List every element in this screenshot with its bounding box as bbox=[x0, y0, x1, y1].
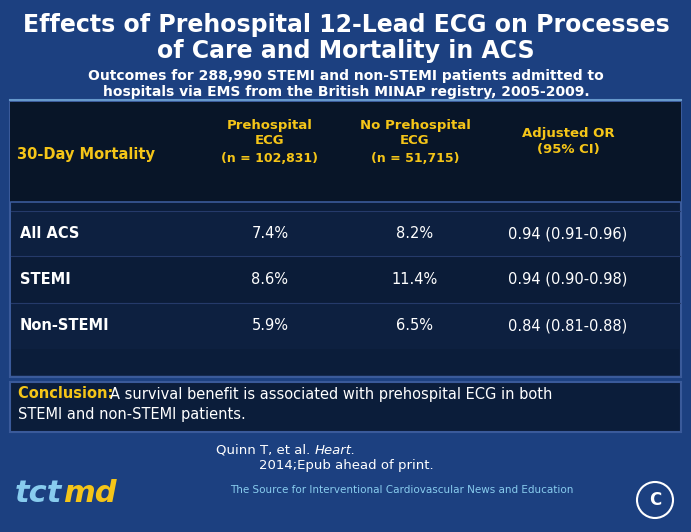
Bar bbox=[10, 102, 681, 377]
Text: Effects of Prehospital 12-Lead ECG on Processes: Effects of Prehospital 12-Lead ECG on Pr… bbox=[23, 13, 670, 37]
Text: ECG: ECG bbox=[400, 135, 430, 147]
Text: 30-Day Mortality: 30-Day Mortality bbox=[17, 146, 155, 162]
Text: 0.94 (0.91-0.96): 0.94 (0.91-0.96) bbox=[509, 227, 627, 242]
Text: 2014;Epub ahead of print.: 2014;Epub ahead of print. bbox=[258, 459, 433, 471]
Text: (95% CI): (95% CI) bbox=[537, 143, 599, 155]
Text: tct: tct bbox=[15, 479, 62, 509]
Text: STEMI and non-STEMI patients.: STEMI and non-STEMI patients. bbox=[18, 408, 246, 422]
Text: of Care and Mortality in ACS: of Care and Mortality in ACS bbox=[157, 39, 535, 63]
Text: The Source for Interventional Cardiovascular News and Education: The Source for Interventional Cardiovasc… bbox=[230, 485, 574, 495]
Text: 5.9%: 5.9% bbox=[252, 319, 289, 334]
Bar bbox=[11, 211, 680, 257]
Text: Heart.: Heart. bbox=[315, 444, 357, 456]
Bar bbox=[11, 256, 680, 302]
Text: Non-STEMI: Non-STEMI bbox=[20, 319, 110, 334]
Text: 11.4%: 11.4% bbox=[392, 271, 438, 287]
Text: A survival benefit is associated with prehospital ECG in both: A survival benefit is associated with pr… bbox=[110, 387, 552, 402]
Text: md: md bbox=[63, 479, 117, 509]
Text: Outcomes for 288,990 STEMI and non-STEMI patients admitted to: Outcomes for 288,990 STEMI and non-STEMI… bbox=[88, 69, 604, 83]
Text: ECG: ECG bbox=[255, 135, 285, 147]
Text: No Prehospital: No Prehospital bbox=[359, 119, 471, 131]
Text: 0.84 (0.81-0.88): 0.84 (0.81-0.88) bbox=[509, 319, 627, 334]
Text: (n = 51,715): (n = 51,715) bbox=[371, 152, 460, 164]
Text: (n = 102,831): (n = 102,831) bbox=[222, 152, 319, 164]
Text: 8.6%: 8.6% bbox=[252, 271, 289, 287]
Text: All ACS: All ACS bbox=[20, 227, 79, 242]
Text: Conclusion:: Conclusion: bbox=[18, 387, 118, 402]
Text: 6.5%: 6.5% bbox=[397, 319, 433, 334]
Bar bbox=[10, 382, 681, 432]
Text: 7.4%: 7.4% bbox=[252, 227, 289, 242]
Bar bbox=[10, 102, 681, 202]
Text: 0.94 (0.90-0.98): 0.94 (0.90-0.98) bbox=[509, 271, 627, 287]
Text: Prehospital: Prehospital bbox=[227, 119, 313, 131]
Text: hospitals via EMS from the British MINAP registry, 2005-2009.: hospitals via EMS from the British MINAP… bbox=[103, 85, 589, 99]
Text: 8.2%: 8.2% bbox=[397, 227, 433, 242]
Text: C: C bbox=[649, 491, 661, 509]
Text: Adjusted OR: Adjusted OR bbox=[522, 127, 614, 139]
Text: Quinn T, et al.: Quinn T, et al. bbox=[216, 444, 315, 456]
Text: STEMI: STEMI bbox=[20, 271, 70, 287]
Bar bbox=[11, 303, 680, 349]
